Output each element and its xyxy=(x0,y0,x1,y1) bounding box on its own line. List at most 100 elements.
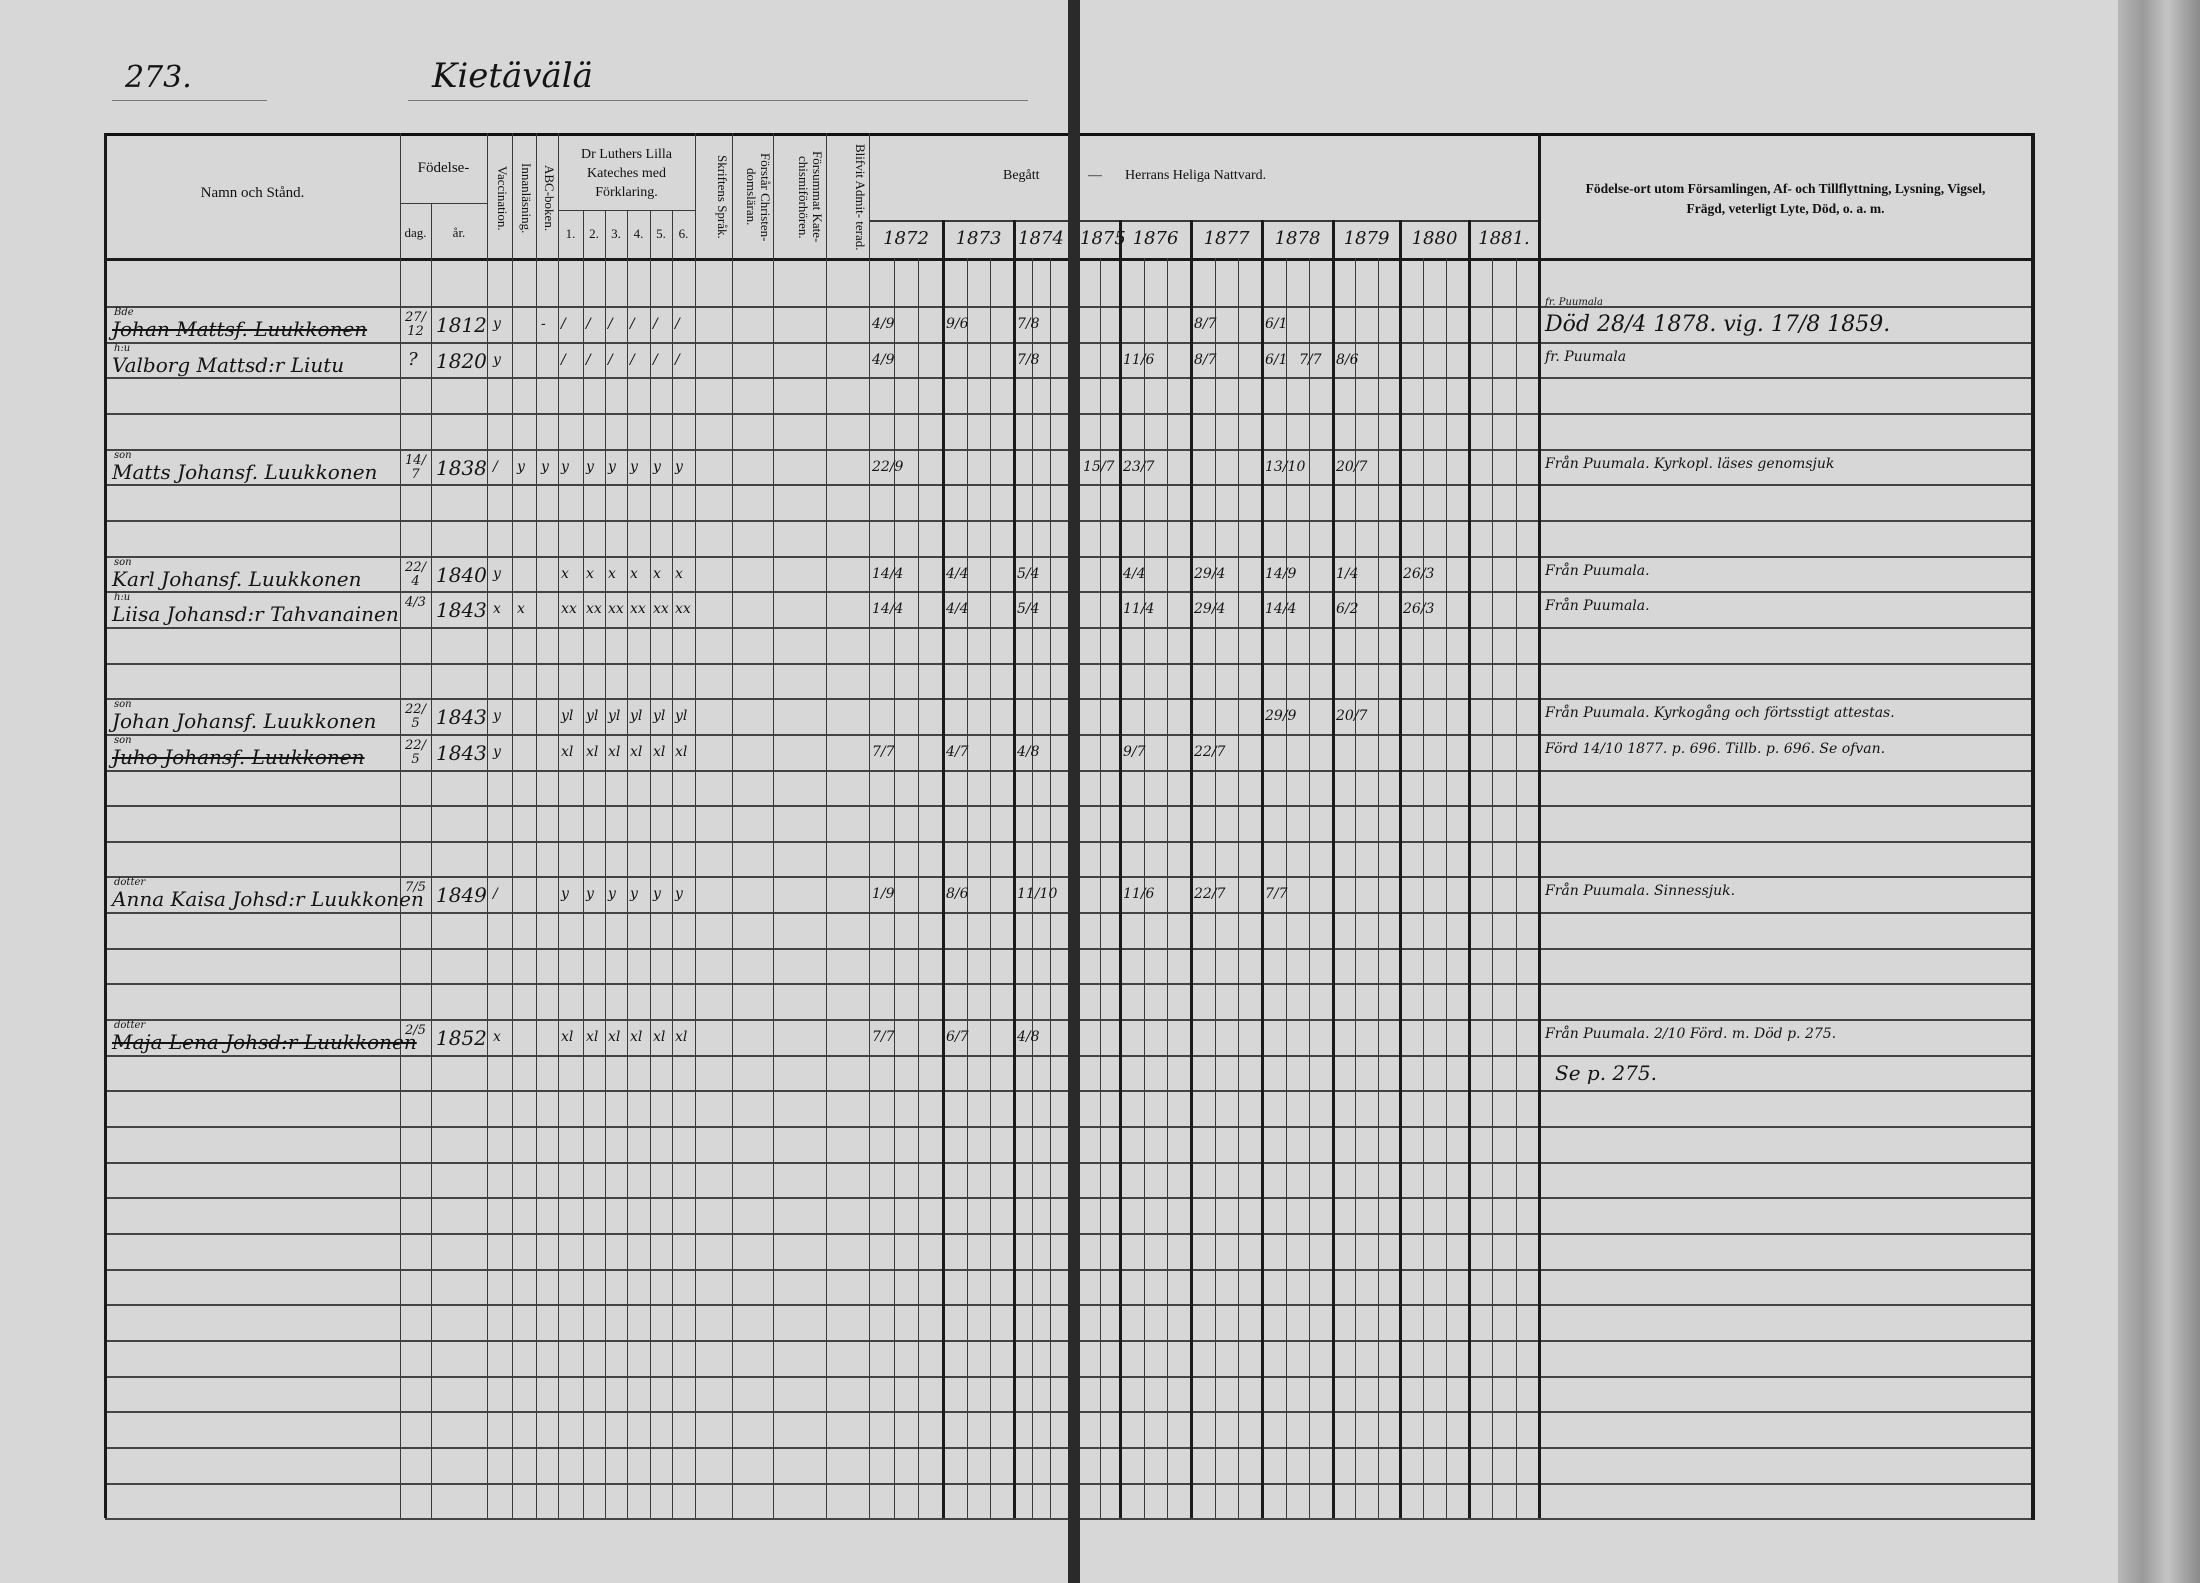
communion-date: 7/7 xyxy=(872,743,895,760)
katekes-mark: xx xyxy=(630,601,646,618)
village-title: Kietävälä xyxy=(432,56,593,96)
year-subcolumn-rule xyxy=(1516,258,1517,1519)
year-subcolumn-rule xyxy=(894,258,895,1519)
remark-note: Från Puumala. 2/10 Förd. m. Död p. 275. xyxy=(1545,1026,1837,1042)
year-subcolumn-rule xyxy=(1032,258,1033,1519)
communion-date: 7/8 xyxy=(1017,316,1040,332)
header-forsummat: Försummat Kate- chismiförhören. xyxy=(796,151,825,243)
year-label: 1874 xyxy=(1018,228,1064,249)
column-rule xyxy=(672,210,673,1519)
remark-note: Från Puumala. Kyrkogång och förtsstigt a… xyxy=(1545,705,1895,722)
katekes-mark: / xyxy=(653,316,658,332)
communion-date: 14/9 xyxy=(1265,565,1297,582)
communion-date: 5/4 xyxy=(1017,601,1040,618)
year-subcolumn-rule xyxy=(1144,258,1145,1519)
communion-date: 4/4 xyxy=(1123,565,1146,582)
katekes-mark: yl xyxy=(561,708,574,725)
column-rule xyxy=(773,133,774,1519)
katekes-mark: xx xyxy=(653,601,669,618)
year-subcolumn-rule xyxy=(1215,258,1216,1519)
katekes-mark: / xyxy=(608,316,613,332)
notes-left-border xyxy=(1538,133,1541,1519)
year-column-rule xyxy=(1399,220,1402,1519)
communion-date: 4/8 xyxy=(1017,743,1040,760)
communion-date: 14/4 xyxy=(1265,601,1297,618)
year-column-rule xyxy=(1119,220,1122,1519)
birth-year: 1812 xyxy=(436,313,487,337)
katekes-mark: x xyxy=(653,565,661,582)
katekes-mark: yl xyxy=(608,708,621,725)
book-edge xyxy=(2118,0,2200,1583)
katekes-mark: xl xyxy=(653,743,666,760)
header-dash: — xyxy=(1088,168,1102,183)
vaccination-mark: y xyxy=(493,708,501,725)
header-blifvit: Blifvit Admit- terad. xyxy=(853,143,868,251)
relation-label: dotter xyxy=(114,1020,146,1031)
header-katekes-part: 2. xyxy=(589,226,599,241)
katekes-mark: xl xyxy=(653,1029,666,1045)
communion-date: 7/7 xyxy=(1299,351,1322,368)
year-subcolumn-rule xyxy=(1100,258,1101,1519)
birth-day: 2/5 xyxy=(405,1023,426,1038)
communion-date: 29/4 xyxy=(1194,601,1226,618)
communion-date: 11/6 xyxy=(1123,351,1155,368)
communion-date: 14/4 xyxy=(872,601,904,618)
katekes-mark: xl xyxy=(630,1029,643,1045)
header-katekes-1: Dr Luthers Lilla xyxy=(581,147,672,162)
header-katekes-part: 1. xyxy=(565,226,576,241)
header-abc: ABC-boken. xyxy=(542,164,557,232)
person-name: Karl Johansf. Luukkonen xyxy=(112,566,362,591)
katekes-mark: y xyxy=(561,886,569,903)
year-label: 1872 xyxy=(883,228,929,249)
katekes-mark: y xyxy=(561,458,569,475)
katekes-mark: xl xyxy=(608,743,621,760)
person-name: Valborg Mattsd:r Liutu xyxy=(112,352,345,377)
header-fodelse: Födelse- xyxy=(417,160,470,176)
communion-date: 1/4 xyxy=(1336,565,1359,582)
header-name: Namn och Stånd. xyxy=(200,185,305,201)
communion-date: 4/4 xyxy=(946,565,969,582)
vaccination-mark: / xyxy=(493,458,498,475)
book-spine xyxy=(1068,0,1080,1583)
header-forstar: Förstår Christen- domsläran. xyxy=(744,152,773,242)
katekes-mark: xl xyxy=(630,743,643,760)
table-left-border xyxy=(104,133,107,1519)
communion-date: 8/6 xyxy=(946,886,969,903)
birth-day: 7/5 xyxy=(405,880,426,896)
communion-date: 4/4 xyxy=(946,601,969,618)
katekes-mark: y xyxy=(653,458,661,475)
remark-note-continued: Se p. 275. xyxy=(1555,1060,1657,1085)
communion-date: 26/3 xyxy=(1403,565,1435,582)
katekes-mark: / xyxy=(561,316,566,332)
person-name: Liisa Johansd:r Tahvanainen xyxy=(112,602,399,627)
birth-day: 22/4 xyxy=(405,559,426,589)
katekes-mark: yl xyxy=(630,708,643,725)
year-column-rule xyxy=(942,220,945,1519)
year-subcolumn-rule xyxy=(1286,258,1287,1519)
birth-year: 1838 xyxy=(436,455,487,480)
header-ar: år. xyxy=(452,225,466,240)
column-rule xyxy=(431,203,432,1519)
birth-day: 27/12 xyxy=(405,310,426,339)
fodelse-divider xyxy=(400,203,487,204)
header-vaccination: Vaccination. xyxy=(495,165,510,231)
year-column-rule xyxy=(1261,220,1264,1519)
header-katekes-2: Kateches med xyxy=(587,166,666,181)
communion-date: 14/4 xyxy=(872,565,904,582)
year-subcolumn-rule xyxy=(918,258,919,1519)
innanlasning-mark: y xyxy=(517,458,525,475)
katekes-mark: xl xyxy=(675,743,688,760)
katekes-mark: yl xyxy=(675,708,688,725)
birth-day: 22/5 xyxy=(405,737,426,767)
year-subcolumn-rule xyxy=(1309,258,1310,1519)
column-rule xyxy=(583,210,584,1519)
header-katekes-part: 4. xyxy=(633,226,644,241)
katekes-mark: xl xyxy=(675,1029,688,1045)
remark-note: Från Puumala. Sinnessjuk. xyxy=(1545,883,1736,900)
header-notes-2: Frägd, veterligt Lyte, Död, o. a. m. xyxy=(1686,201,1885,216)
katekes-mark: yl xyxy=(653,708,666,725)
remark-note: Från Puumala. xyxy=(1545,598,1650,615)
katekes-mark: x xyxy=(608,565,616,582)
birth-year: 1843 xyxy=(436,740,487,765)
katekes-mark: y xyxy=(675,458,683,475)
